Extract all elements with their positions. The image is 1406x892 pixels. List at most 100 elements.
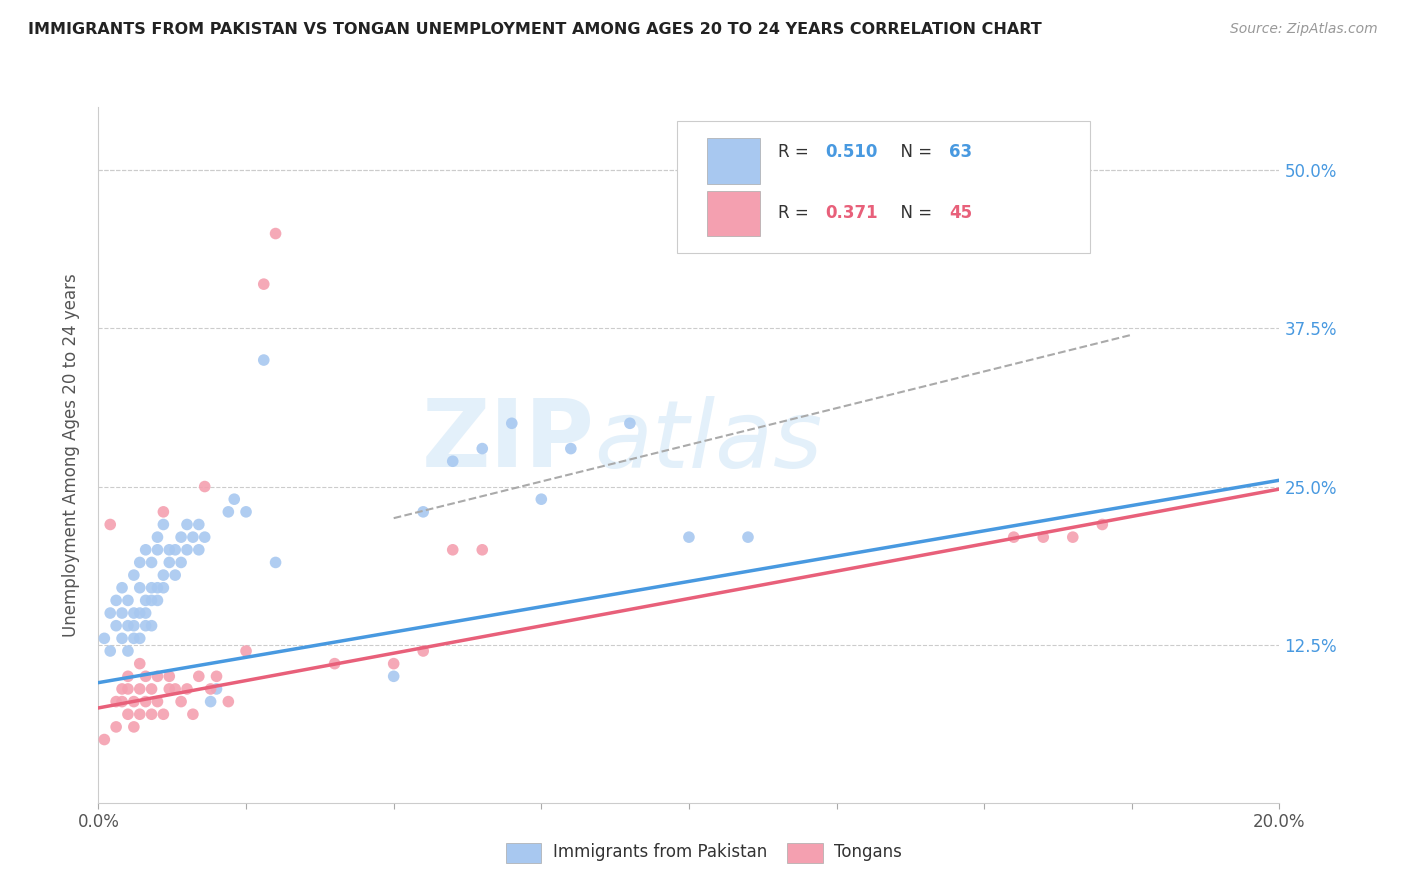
- Point: [146, 530, 169, 544]
- Point: [187, 542, 209, 557]
- Point: [194, 530, 217, 544]
- Point: [412, 644, 434, 658]
- Bar: [707, 138, 759, 184]
- Point: [264, 556, 287, 570]
- Point: [1062, 530, 1084, 544]
- Point: [619, 417, 641, 431]
- Point: [501, 417, 523, 431]
- Point: [93, 632, 115, 646]
- Point: [176, 542, 198, 557]
- Point: [165, 542, 187, 557]
- Point: [157, 669, 180, 683]
- Point: [141, 593, 163, 607]
- Point: [146, 542, 169, 557]
- Point: [157, 542, 180, 557]
- Point: [441, 542, 464, 557]
- Point: [200, 695, 222, 709]
- Point: [187, 517, 209, 532]
- Text: R =: R =: [778, 203, 814, 222]
- Point: [152, 707, 174, 722]
- Point: [128, 707, 150, 722]
- Text: atlas: atlas: [595, 395, 823, 486]
- FancyBboxPatch shape: [678, 121, 1091, 253]
- Point: [105, 695, 128, 709]
- Point: [217, 695, 239, 709]
- Point: [224, 492, 246, 507]
- Point: [117, 644, 139, 658]
- Point: [98, 644, 121, 658]
- Point: [111, 606, 134, 620]
- Point: [122, 695, 145, 709]
- Point: [165, 681, 187, 696]
- Point: [176, 681, 198, 696]
- Point: [98, 517, 121, 532]
- Point: [128, 606, 150, 620]
- Point: [117, 681, 139, 696]
- Point: [122, 568, 145, 582]
- Point: [1091, 517, 1114, 532]
- Point: [141, 581, 163, 595]
- Point: [382, 657, 405, 671]
- Point: [170, 556, 193, 570]
- Point: [146, 695, 169, 709]
- Point: [253, 277, 276, 292]
- Point: [146, 669, 169, 683]
- Point: [235, 644, 257, 658]
- Point: [117, 593, 139, 607]
- Point: [530, 492, 553, 507]
- Point: [135, 695, 157, 709]
- Point: [111, 695, 134, 709]
- Point: [170, 530, 193, 544]
- Point: [181, 707, 204, 722]
- Point: [135, 593, 157, 607]
- Point: [128, 681, 150, 696]
- Point: [152, 581, 174, 595]
- Point: [187, 669, 209, 683]
- Text: N =: N =: [890, 144, 936, 161]
- Point: [122, 632, 145, 646]
- Point: [181, 530, 204, 544]
- Point: [141, 618, 163, 632]
- Text: Tongans: Tongans: [834, 843, 901, 861]
- Point: [382, 669, 405, 683]
- Point: [93, 732, 115, 747]
- Point: [1032, 530, 1054, 544]
- Point: [128, 657, 150, 671]
- Point: [205, 669, 228, 683]
- Y-axis label: Unemployment Among Ages 20 to 24 years: Unemployment Among Ages 20 to 24 years: [62, 273, 80, 637]
- Point: [117, 618, 139, 632]
- Point: [111, 581, 134, 595]
- Point: [98, 606, 121, 620]
- Text: Source: ZipAtlas.com: Source: ZipAtlas.com: [1230, 22, 1378, 37]
- Point: [135, 618, 157, 632]
- Point: [122, 606, 145, 620]
- Text: N =: N =: [890, 203, 936, 222]
- Point: [135, 669, 157, 683]
- Point: [200, 681, 222, 696]
- Point: [217, 505, 239, 519]
- Point: [141, 556, 163, 570]
- Text: 0.371: 0.371: [825, 203, 877, 222]
- Point: [117, 707, 139, 722]
- Point: [323, 657, 346, 671]
- Point: [471, 442, 494, 456]
- Text: R =: R =: [778, 144, 814, 161]
- Point: [152, 505, 174, 519]
- Point: [441, 454, 464, 468]
- Point: [141, 681, 163, 696]
- Point: [176, 517, 198, 532]
- Point: [1002, 530, 1025, 544]
- Point: [146, 593, 169, 607]
- Point: [235, 505, 257, 519]
- Text: ZIP: ZIP: [422, 395, 595, 487]
- Point: [105, 593, 128, 607]
- Point: [122, 618, 145, 632]
- Text: IMMIGRANTS FROM PAKISTAN VS TONGAN UNEMPLOYMENT AMONG AGES 20 TO 24 YEARS CORREL: IMMIGRANTS FROM PAKISTAN VS TONGAN UNEMP…: [28, 22, 1042, 37]
- Point: [128, 556, 150, 570]
- Point: [678, 530, 700, 544]
- Point: [105, 720, 128, 734]
- Point: [111, 681, 134, 696]
- Point: [128, 581, 150, 595]
- Bar: [707, 191, 759, 235]
- Point: [105, 618, 128, 632]
